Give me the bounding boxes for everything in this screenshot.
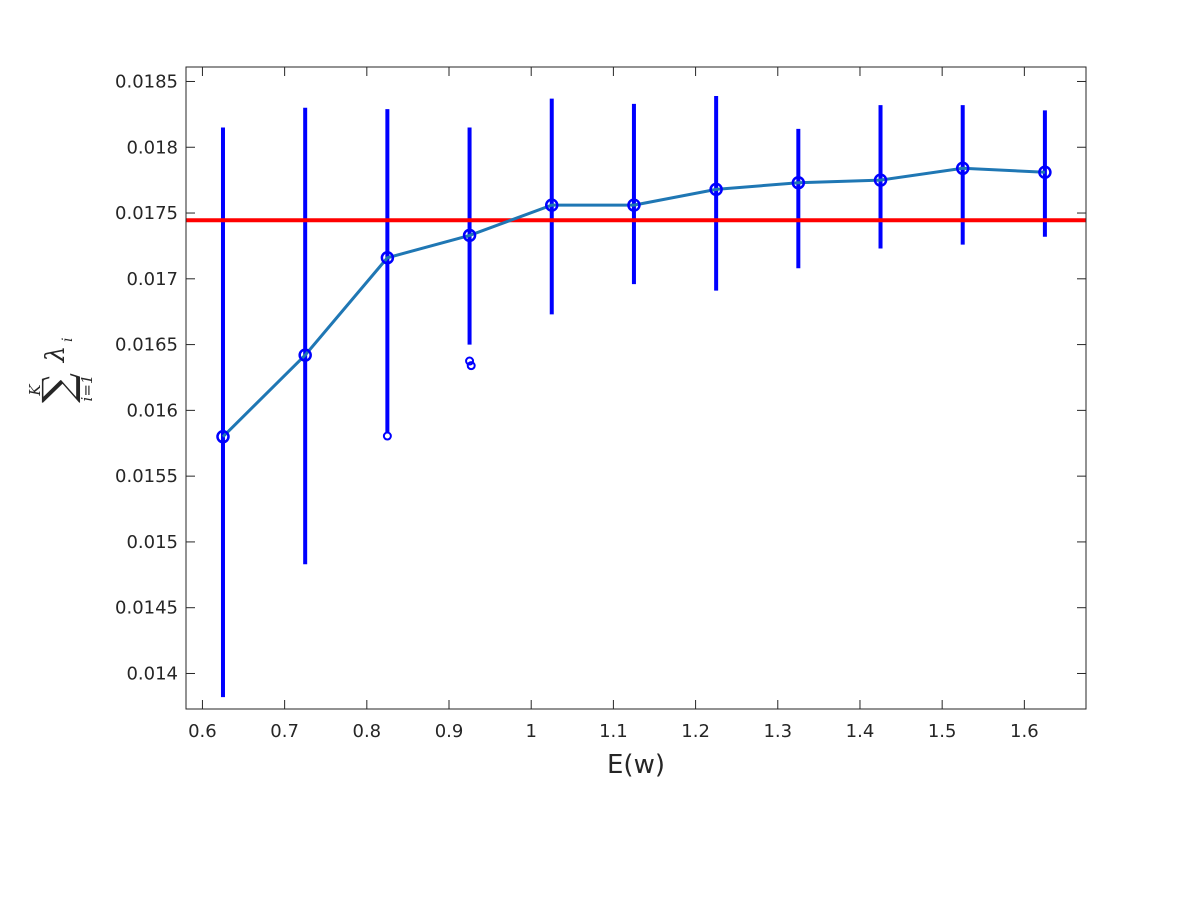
series-line-0 (221, 166, 1045, 438)
y-tick-label-2: 0.015 (126, 532, 178, 553)
y-tick-label-1: 0.0145 (115, 598, 178, 619)
data-point-9 (955, 161, 970, 176)
y-tick-label-5: 0.0165 (115, 335, 178, 356)
plot-area (186, 67, 1086, 709)
y-tick-label-8: 0.018 (126, 137, 178, 158)
y-axis-term: λ (41, 346, 71, 363)
y-tick-label-0: 0.014 (126, 663, 178, 684)
outlier-point-2 (466, 361, 476, 371)
x-tick-label-4: 1 (525, 721, 536, 742)
y-axis-lower-limit: i=1 (78, 375, 96, 402)
data-point-6 (709, 182, 723, 197)
x-axis: 0.6 0.7 0.8 0.9 1 1.1 1.2 1.3 1.4 1.5 1.6 (188, 67, 1039, 742)
data-point-7 (791, 176, 806, 190)
x-tick-label-1: 0.7 (270, 721, 299, 742)
data-point-1 (298, 348, 312, 362)
outlier-point-1 (465, 356, 475, 366)
y-tick-label-9: 0.0185 (115, 71, 178, 92)
x-axis-title: E(w) (607, 750, 665, 780)
y-axis-title: K ∑ i=1 λ i (26, 338, 96, 403)
data-point-3 (462, 228, 477, 243)
outlier-layer (382, 356, 476, 441)
data-point-8 (873, 173, 888, 187)
x-tick-label-6: 1.2 (681, 721, 710, 742)
y-axis-upper-limit: K (26, 384, 44, 397)
y-tick-label-3: 0.0155 (115, 466, 178, 487)
x-tick-label-10: 1.6 (1010, 721, 1039, 742)
data-point-5 (627, 198, 641, 212)
data-point-4 (545, 198, 559, 212)
data-point-10 (1038, 165, 1052, 179)
x-tick-label-0: 0.6 (188, 721, 217, 742)
data-point-0 (216, 429, 230, 444)
x-tick-label-7: 1.3 (763, 721, 792, 742)
y-axis: 0.014 0.0145 0.015 0.0155 0.016 0.0165 0.017 0.… (115, 71, 1086, 684)
y-tick-label-7: 0.0175 (115, 203, 178, 224)
series-layer (216, 161, 1052, 444)
y-axis-sum-symbol: ∑ (33, 373, 82, 403)
y-axis-term-subscript: i (60, 338, 76, 342)
x-tick-label-5: 1.1 (599, 721, 628, 742)
plot-frame (185, 66, 1087, 710)
outlier-point-0 (382, 431, 392, 441)
x-tick-label-8: 1.4 (846, 721, 875, 742)
x-tick-label-9: 1.5 (928, 721, 957, 742)
x-tick-label-2: 0.8 (353, 721, 382, 742)
data-point-2 (380, 251, 395, 265)
y-tick-label-6: 0.017 (126, 269, 178, 290)
x-tick-label-3: 0.9 (435, 721, 464, 742)
y-tick-label-4: 0.016 (126, 400, 178, 421)
